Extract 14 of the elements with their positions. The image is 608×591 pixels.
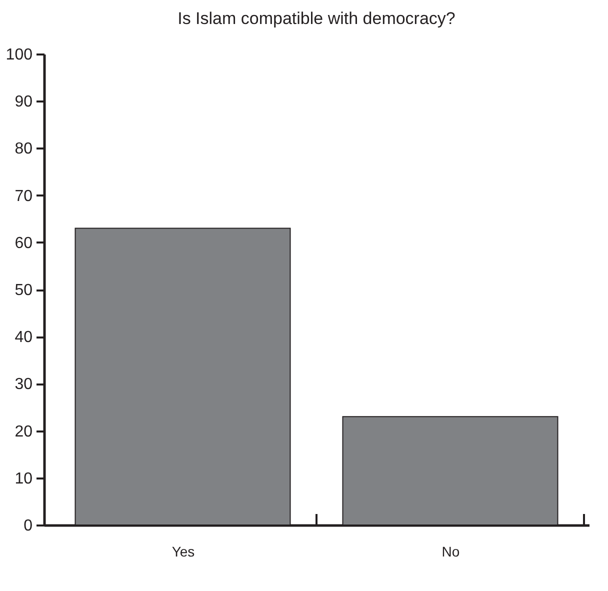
y-tick-label: 40 xyxy=(14,329,33,346)
y-tick-label: 50 xyxy=(14,282,33,299)
y-tick-label: 80 xyxy=(14,140,33,158)
y-tick-label: 100 xyxy=(6,46,33,64)
y-tick-label: 60 xyxy=(14,234,33,252)
chart-title: Is Islam compatible with democracy? xyxy=(178,9,456,28)
y-tick-label: 90 xyxy=(14,94,33,111)
y-tick-label: 20 xyxy=(14,423,33,440)
y-tick-label: 30 xyxy=(14,376,33,394)
y-tick-label: 10 xyxy=(14,470,33,488)
y-tick-label: 0 xyxy=(24,518,33,534)
y-tick-label: 70 xyxy=(14,188,33,205)
x-tick-label: No xyxy=(442,544,460,560)
x-tick-label: Yes xyxy=(172,544,195,560)
